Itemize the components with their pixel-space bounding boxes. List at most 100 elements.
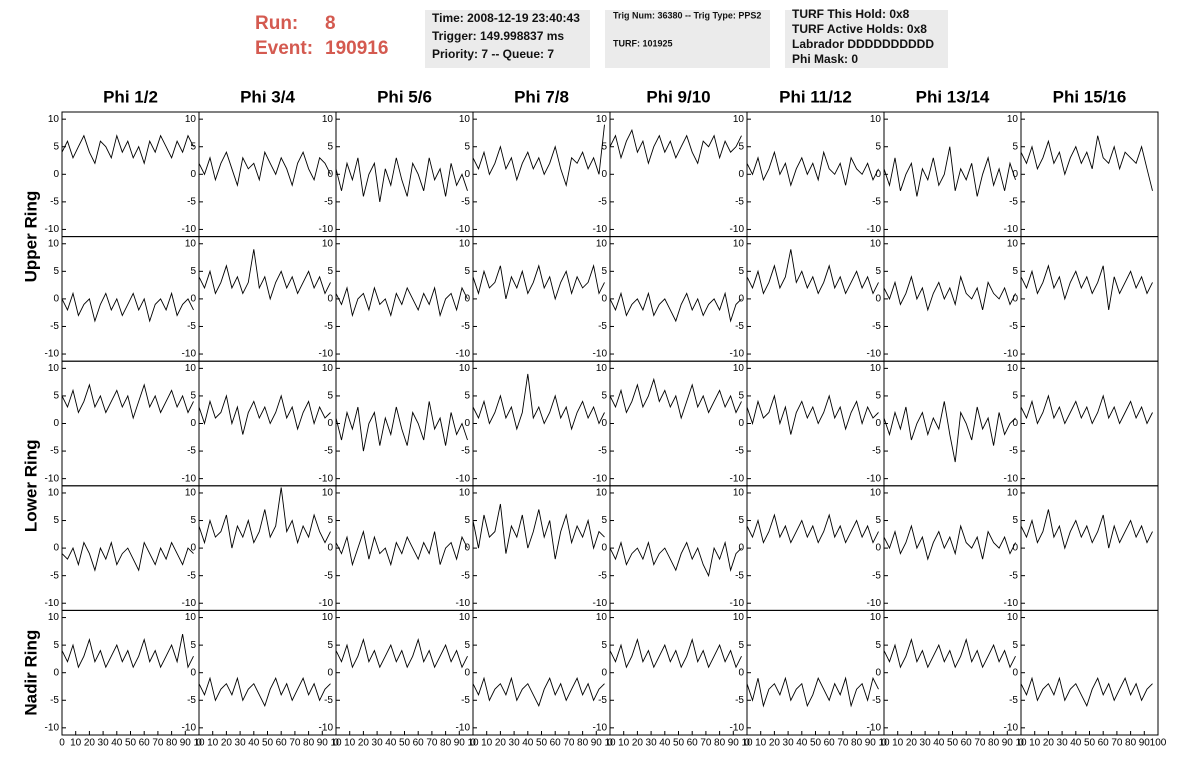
waveform xyxy=(198,249,331,301)
y-tick-label: 0 xyxy=(601,667,607,678)
panel-frame xyxy=(1020,485,1159,611)
y-tick-label: 0 xyxy=(464,418,470,429)
x-tick-label: 40 xyxy=(1070,738,1082,749)
waveform xyxy=(61,291,194,323)
y-tick-label: -10 xyxy=(730,473,745,484)
y-tick-label: 10 xyxy=(596,238,608,249)
y-tick-label: -10 xyxy=(45,473,60,484)
x-tick-label: 30 xyxy=(98,738,110,749)
x-tick-label: 50 xyxy=(947,738,959,749)
y-tick-label: 10 xyxy=(596,488,608,499)
x-tick-label: 10 xyxy=(193,738,205,749)
y-tick-label: -10 xyxy=(456,722,471,733)
y-tick-label: 10 xyxy=(870,238,882,249)
y-tick-label: -10 xyxy=(867,722,882,733)
y-tick-label: 10 xyxy=(733,114,745,125)
y-tick-label: -5 xyxy=(187,570,196,581)
x-tick-label: 10 xyxy=(618,738,630,749)
y-tick-label: 10 xyxy=(48,363,60,374)
panel-frame xyxy=(61,111,200,238)
panel-frame xyxy=(1020,111,1159,238)
x-tick-label: 80 xyxy=(988,738,1000,749)
y-tick-label: 0 xyxy=(738,169,744,180)
waveform xyxy=(609,128,742,165)
column-title: Phi 15/16 xyxy=(1053,87,1127,106)
y-tick-label: 10 xyxy=(1007,238,1019,249)
waveform xyxy=(61,383,194,420)
waveform xyxy=(609,291,742,323)
y-tick-label: 0 xyxy=(738,543,744,554)
y-tick-label: -5 xyxy=(735,446,744,457)
x-tick-label: 70 xyxy=(289,738,301,749)
y-tick-label: 0 xyxy=(53,294,59,305)
y-tick-label: -10 xyxy=(730,224,745,235)
y-tick-label: 0 xyxy=(1012,169,1018,180)
panel-frame xyxy=(883,236,1022,362)
panel-frame xyxy=(746,236,885,362)
y-tick-label: -5 xyxy=(187,197,196,208)
waveform xyxy=(198,487,331,549)
y-tick-label: 0 xyxy=(327,294,333,305)
y-tick-label: 5 xyxy=(327,515,333,526)
panel-frame xyxy=(472,236,611,362)
info-line: Time: 2008-12-19 23:40:43 xyxy=(432,11,580,25)
y-tick-label: 5 xyxy=(464,266,470,277)
x-tick-label: 40 xyxy=(111,738,123,749)
x-tick-label: 60 xyxy=(276,738,288,749)
y-tick-label: 5 xyxy=(1012,391,1018,402)
y-tick-label: -10 xyxy=(593,722,608,733)
x-tick-label: 20 xyxy=(84,738,96,749)
x-tick-label: 50 xyxy=(399,738,411,749)
y-tick-label: 10 xyxy=(459,114,471,125)
y-tick-label: -10 xyxy=(867,598,882,609)
waveform xyxy=(746,249,879,295)
y-tick-label: 10 xyxy=(48,488,60,499)
y-tick-label: 0 xyxy=(875,169,881,180)
x-tick-label: 30 xyxy=(646,738,658,749)
panel-frame xyxy=(746,360,885,487)
waveform xyxy=(883,275,1016,312)
waveform xyxy=(746,513,879,544)
waveform xyxy=(883,401,1016,463)
y-tick-label: 10 xyxy=(596,114,608,125)
y-tick-label: -5 xyxy=(324,446,333,457)
y-tick-label: 10 xyxy=(459,488,471,499)
event-label: Event: xyxy=(255,38,313,59)
y-tick-label: -10 xyxy=(730,349,745,360)
x-tick-label: 60 xyxy=(824,738,836,749)
y-tick-label: 5 xyxy=(464,640,470,651)
y-tick-label: 5 xyxy=(327,141,333,152)
y-tick-label: 10 xyxy=(48,238,60,249)
x-tick-label: 20 xyxy=(769,738,781,749)
panel-frame xyxy=(472,485,611,611)
waveform xyxy=(61,134,194,165)
waveform xyxy=(61,540,194,572)
y-tick-label: 5 xyxy=(327,266,333,277)
panel-frame xyxy=(883,609,1022,736)
y-tick-label: -10 xyxy=(456,224,471,235)
event-number: 190916 xyxy=(325,38,388,59)
waveform xyxy=(609,637,742,669)
y-tick-label: 5 xyxy=(190,266,196,277)
info-box xyxy=(425,10,590,68)
y-tick-label: -5 xyxy=(598,197,607,208)
y-tick-label: 5 xyxy=(464,515,470,526)
x-tick-label: 10 xyxy=(892,738,904,749)
panel-frame xyxy=(335,111,474,238)
waveform xyxy=(335,401,468,452)
y-tick-label: 10 xyxy=(48,114,60,125)
x-tick-label: 80 xyxy=(166,738,178,749)
y-tick-label: 0 xyxy=(601,294,607,305)
info-line: Priority: 7 -- Queue: 7 xyxy=(432,47,554,61)
y-tick-label: 10 xyxy=(733,363,745,374)
y-tick-label: 10 xyxy=(870,363,882,374)
y-tick-label: 5 xyxy=(601,141,607,152)
y-tick-label: -5 xyxy=(461,570,470,581)
y-tick-label: -10 xyxy=(867,473,882,484)
y-tick-label: 10 xyxy=(733,238,745,249)
x-tick-label: 30 xyxy=(783,738,795,749)
x-tick-label: 10 xyxy=(1029,738,1041,749)
y-tick-label: 10 xyxy=(1007,488,1019,499)
y-tick-label: -5 xyxy=(1009,695,1018,706)
y-tick-label: -10 xyxy=(1004,224,1019,235)
